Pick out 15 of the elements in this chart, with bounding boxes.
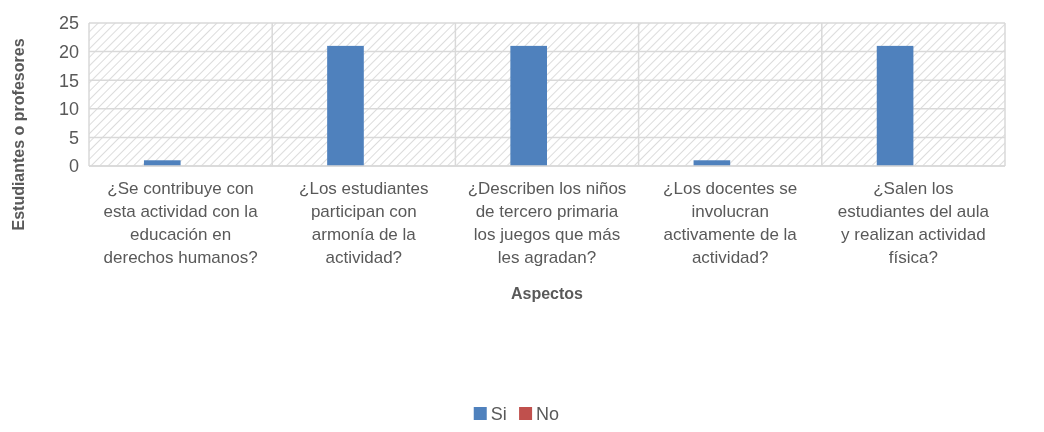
y-tick-label: 25 (58, 13, 79, 34)
y-axis-title: Estudiantes o profesores (10, 38, 27, 231)
x-tick-label: ¿Se contribuye con esta actividad con la educación en derechos humanos? (103, 179, 259, 267)
legend-label: Si (490, 404, 507, 424)
y-tick-label: 10 (58, 99, 79, 120)
x-tick-label: ¿Los estudiantes participan con armonía de la actividad? (299, 179, 429, 267)
x-tick-label: ¿Describen los niños de tercero primaria los juegos que más les agradan? (467, 179, 627, 267)
y-tick-label: 15 (58, 70, 79, 91)
x-axis-title: Aspectos (510, 285, 584, 302)
x-tick-label: ¿Salen los estudiantes del aula y realizan actividad física? (837, 179, 990, 267)
legend-label: No (536, 404, 560, 424)
y-tick-label: 5 (68, 127, 79, 148)
y-tick-label: 0 (68, 156, 79, 177)
y-tick-label: 20 (58, 41, 79, 62)
x-tick-label: ¿Los docentes se involucran activamente de la actividad? (663, 179, 798, 267)
